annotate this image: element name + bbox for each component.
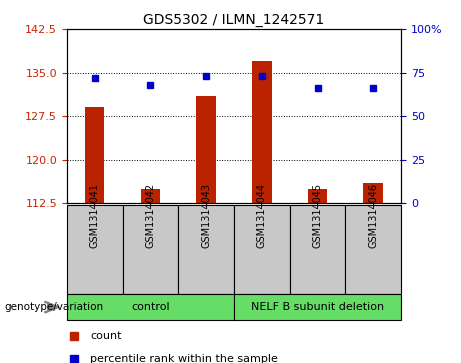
Bar <box>234 294 401 320</box>
Bar <box>123 205 178 294</box>
Title: GDS5302 / ILMN_1242571: GDS5302 / ILMN_1242571 <box>143 13 325 26</box>
Text: GSM1314042: GSM1314042 <box>145 183 155 248</box>
Text: genotype/variation: genotype/variation <box>5 302 104 312</box>
Text: GSM1314044: GSM1314044 <box>257 183 267 248</box>
Bar <box>178 205 234 294</box>
Text: percentile rank within the sample: percentile rank within the sample <box>90 354 278 363</box>
Bar <box>363 183 383 203</box>
Text: control: control <box>131 302 170 312</box>
Bar <box>345 205 401 294</box>
Text: GSM1314045: GSM1314045 <box>313 183 323 248</box>
Bar <box>196 96 216 203</box>
Bar <box>308 189 327 203</box>
Text: NELF B subunit deletion: NELF B subunit deletion <box>251 302 384 312</box>
Bar <box>252 61 272 203</box>
Bar <box>141 189 160 203</box>
Text: GSM1314041: GSM1314041 <box>90 183 100 248</box>
Bar <box>234 205 290 294</box>
Bar <box>290 205 345 294</box>
Bar <box>85 107 105 203</box>
FancyArrow shape <box>45 301 59 313</box>
Text: count: count <box>90 331 122 340</box>
Text: GSM1314043: GSM1314043 <box>201 183 211 248</box>
Bar <box>67 205 123 294</box>
Text: GSM1314046: GSM1314046 <box>368 183 378 248</box>
Bar <box>67 294 234 320</box>
